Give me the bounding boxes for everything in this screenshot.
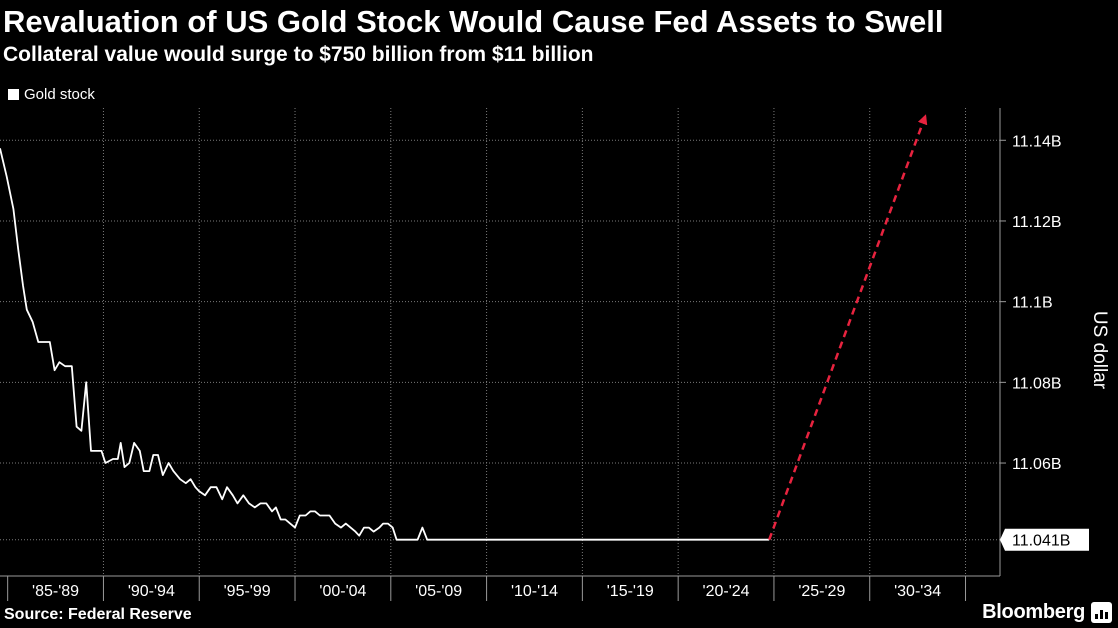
y-axis-title: US dollar (1089, 311, 1110, 390)
last-value-label: 11.041B (1012, 533, 1070, 550)
bar-chart-icon (1091, 602, 1112, 623)
x-tick-label: '85-'89 (32, 583, 79, 600)
chart-subtitle: Collateral value would surge to $750 bil… (3, 43, 594, 66)
y-tick-label: 11.06B (1012, 456, 1062, 473)
y-tick-label: 11.08B (1012, 375, 1062, 392)
legend-label-gold-stock: Gold stock (24, 85, 95, 103)
bloomberg-logo: Bloomberg (982, 601, 1112, 624)
x-tick-label: '15-'19 (607, 583, 654, 600)
last-value-tag (1000, 528, 1089, 551)
gold-stock-line (0, 148, 770, 541)
chart-title: Revaluation of US Gold Stock Would Cause… (3, 4, 944, 39)
x-tick-label: '05-'09 (415, 583, 462, 600)
legend-swatch-gold-stock (8, 88, 19, 100)
x-tick-label: '25-'29 (798, 583, 845, 600)
x-tick-label: '00-'04 (319, 583, 366, 600)
legend: Gold stock (8, 84, 95, 104)
projection-arrow-line (768, 114, 928, 541)
x-tick-label: '95-'99 (224, 583, 271, 600)
source-note: Source: Federal Reserve (4, 606, 192, 623)
x-tick-label: '90-'94 (128, 583, 175, 600)
x-tick-label: '10-'14 (511, 583, 558, 600)
x-tick-label: '20-'24 (703, 583, 750, 600)
y-tick-label: 11.1B (1012, 295, 1053, 312)
brand-name: Bloomberg (982, 601, 1085, 623)
x-tick-label: '30-'34 (894, 583, 941, 600)
y-tick-label: 11.14B (1012, 133, 1062, 150)
y-tick-label: 11.12B (1012, 214, 1062, 231)
